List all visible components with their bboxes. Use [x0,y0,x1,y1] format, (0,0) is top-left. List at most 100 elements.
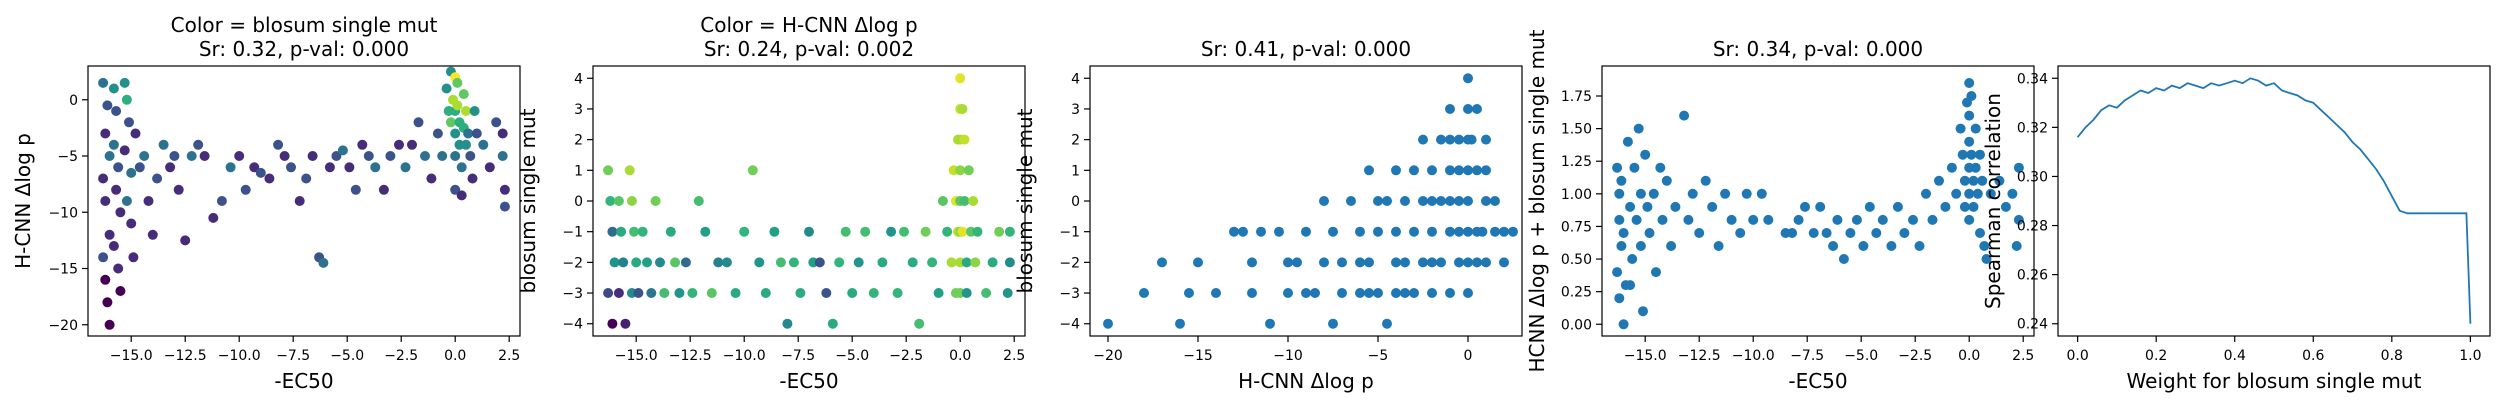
plot-frame [87,65,521,337]
scatter-point [1319,257,1329,268]
scatter-point [1382,318,1392,329]
scatter-point [1175,318,1185,329]
scatter-point [225,162,236,173]
scatter-point [1400,196,1410,206]
scatter-point [113,263,124,274]
scatter-point [1391,165,1401,176]
scatter-point [1391,288,1401,298]
chart-title: Color = blosum single mut [171,13,438,37]
scatter-point [102,297,113,308]
scatter-point [955,165,966,176]
scatter-point [1955,123,1966,134]
scatter-point [788,257,799,268]
scatter-point [1445,104,1455,114]
scatter-point [1373,226,1383,237]
scatter-point [963,165,974,176]
scatter-point [1981,254,1992,264]
scatter-point [1355,288,1365,298]
x-axis-label: -EC50 [1788,369,1847,393]
scatter-point [441,83,452,94]
scatter-point [1921,188,1931,199]
scatter-point [180,235,191,246]
scatter-point [108,83,119,94]
scatter-point [899,226,909,237]
x-tick-label: −12.5 [164,348,207,364]
y-tick-label: 0.32 [2017,120,2048,136]
chart-title: Color = H-CNN Δlog p [700,13,917,37]
scatter-point [1391,226,1401,237]
scatter-point [1687,188,1698,199]
scatter-point [1436,134,1446,145]
scatter-point [853,257,864,268]
scatter-point [471,128,482,139]
scatter-point [1683,214,1694,225]
scatter-point [609,257,620,268]
scatter-point [603,288,614,298]
scatter-point [637,226,648,237]
y-tick-label: 4 [574,71,583,87]
y-tick-label: 0.30 [2017,169,2048,185]
x-tick-label: 0.4 [2224,348,2246,364]
scatter-point [1657,214,1668,225]
scatter-point [1700,175,1711,186]
scatter-point [199,151,210,161]
scatter-point [1838,254,1849,264]
scatter-point [814,257,825,268]
scatter-point [294,196,305,206]
scatter-point [134,162,145,173]
scatter-point [1968,201,1979,212]
scatter-point [1463,73,1473,84]
scatter-point [478,139,489,150]
x-tick-label: −7.5 [276,348,310,364]
scatter-point [1247,288,1257,298]
x-tick-label: −2.5 [1898,348,1932,364]
scatter-point [1651,267,1661,278]
scatter-point [1139,288,1149,298]
scatter-point [1726,214,1737,225]
scatter-point [1427,196,1437,206]
scatter-point [605,196,616,206]
scatter-point [1946,162,1957,173]
scatter-point [98,173,109,184]
scatter-point [680,257,691,268]
scatter-point [1979,241,1990,251]
scatter-point [827,318,838,329]
y-tick-label: 0.75 [1561,219,1592,235]
scatter-point [98,252,109,263]
scatter-point [1914,241,1925,251]
scatter-point [1638,306,1648,317]
scatter-point [208,212,219,223]
scatter-point [1481,165,1491,176]
scatter-point [1655,162,1666,173]
scatter-point [1614,293,1625,304]
scatter-point [1301,226,1311,237]
series [2076,77,2472,324]
x-tick-label: −2.5 [384,348,418,364]
y-tick-label: 1.50 [1561,122,1592,138]
scatter-point [868,288,879,298]
y-tick-label: −20 [48,318,78,334]
scatter-point [1707,201,1718,212]
plot-frame [2057,65,2491,337]
scatter-point [1472,104,1482,114]
scatter-point [687,288,698,298]
scatter-point [255,167,266,178]
scatter-point [1157,257,1167,268]
scatter-point [847,288,858,298]
scatter-point [955,73,966,84]
x-tick-label: −5.0 [835,348,869,364]
scatter-point [1612,267,1623,278]
x-tick-label: −10.0 [1732,348,1775,364]
panel-4: −15.0 −12.5 −10.0 −7.5 −5.0 −2.5 0.0 2.5 0.00 0.2… [1525,29,2035,393]
scatter-point [1735,228,1746,238]
x-tick-label: −7.5 [781,348,815,364]
scatter-point [264,173,275,184]
scatter-point [115,207,126,218]
scatter-point [102,100,113,111]
scatter-point [108,139,119,150]
scatter-point [933,288,944,298]
scatter-point [465,151,476,161]
scatter-point [499,201,510,212]
scatter-point [1409,226,1419,237]
x-tick-label: 0 [1464,348,1473,364]
